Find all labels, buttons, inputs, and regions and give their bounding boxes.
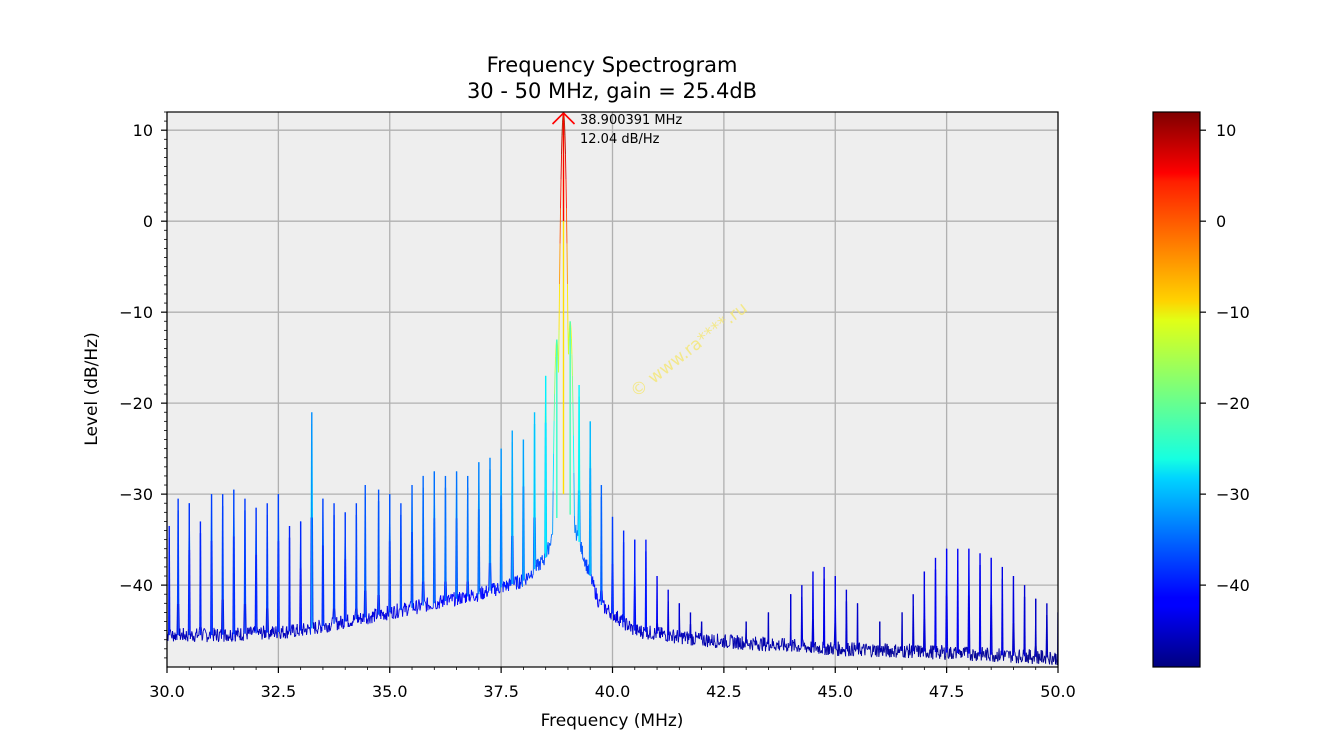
y-tick-label: −40	[119, 576, 153, 595]
peak-level-label: 12.04 dB/Hz	[580, 132, 660, 147]
chart-subtitle: 30 - 50 MHz, gain = 25.4dB	[467, 79, 757, 103]
colorbar-tick-label: −20	[1216, 394, 1250, 413]
colorbar-tick-label: 0	[1216, 212, 1226, 231]
colorbar-tick-label: −10	[1216, 303, 1250, 322]
x-tick-label: 47.5	[929, 682, 965, 701]
x-tick-label: 50.0	[1040, 682, 1076, 701]
peak-marker	[551, 111, 576, 222]
x-axis-label: Frequency (MHz)	[541, 711, 684, 731]
x-tick-label: 42.5	[706, 682, 742, 701]
y-tick-label: −10	[119, 303, 153, 322]
x-tick-label: 40.0	[595, 682, 631, 701]
colorbar-tick-label: −40	[1216, 576, 1250, 595]
y-tick-label: 0	[143, 212, 153, 231]
axis-ticks: 30.0 32.5 35.0 37.5 40.0 42.5 45.0 47.5 50.0 10 0 −…	[119, 111, 1076, 701]
y-axis-label: Level (dB/Hz)	[82, 332, 102, 445]
peak-marker-arrowhead	[551, 111, 576, 125]
y-tick-label: −30	[119, 485, 153, 504]
chart-title: Frequency Spectrogram	[487, 53, 738, 77]
x-tick-label: 35.0	[372, 682, 408, 701]
colorbar-tick-label: 10	[1216, 121, 1236, 140]
colorbar	[1152, 111, 1201, 668]
colorbar-tick-label: −30	[1216, 485, 1250, 504]
x-tick-label: 37.5	[483, 682, 519, 701]
x-tick-label: 45.0	[817, 682, 853, 701]
colorbar-ticks: 10 0 −10 −20 −30 −40	[1200, 121, 1250, 595]
peak-frequency-label: 38.900391 MHz	[580, 113, 682, 128]
x-tick-label: 30.0	[149, 682, 185, 701]
y-tick-label: −20	[119, 394, 153, 413]
y-tick-label: 10	[133, 121, 153, 140]
x-tick-label: 32.5	[261, 682, 297, 701]
